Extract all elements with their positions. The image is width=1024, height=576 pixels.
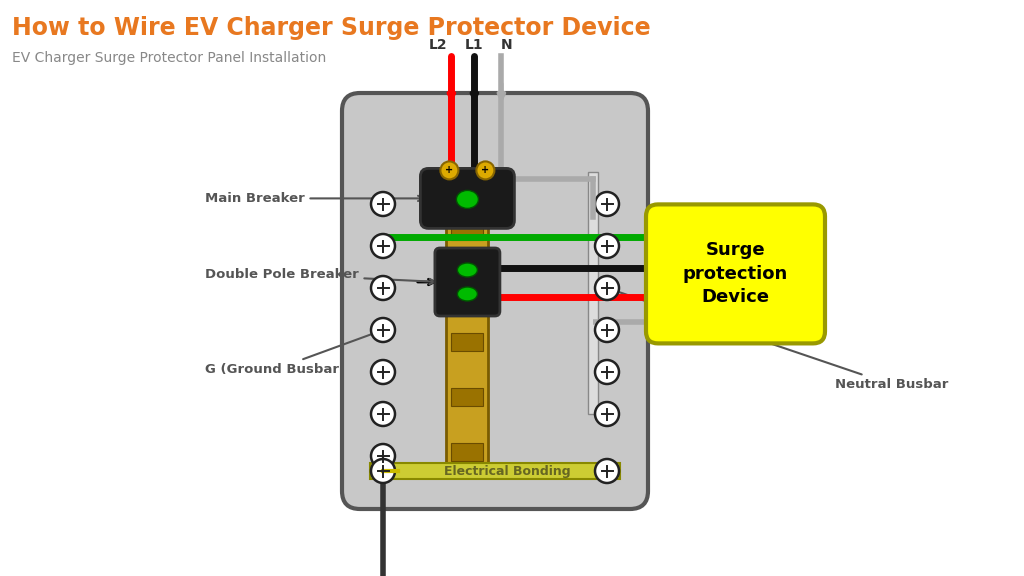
- Bar: [452, 332, 483, 351]
- Ellipse shape: [458, 263, 477, 277]
- Bar: [452, 222, 483, 240]
- Text: Double Pole Breaker: Double Pole Breaker: [205, 268, 435, 284]
- Text: Surge
protection
Device: Surge protection Device: [683, 241, 788, 306]
- Text: Main Breaker: Main Breaker: [205, 192, 423, 205]
- Circle shape: [595, 192, 618, 216]
- Circle shape: [371, 444, 395, 468]
- Bar: [452, 277, 483, 295]
- Circle shape: [371, 459, 395, 483]
- Circle shape: [595, 360, 618, 384]
- Bar: [588, 172, 598, 414]
- Text: Electrical Bonding: Electrical Bonding: [443, 464, 570, 478]
- Text: +: +: [445, 165, 454, 176]
- Circle shape: [595, 459, 618, 483]
- Circle shape: [595, 402, 618, 426]
- Circle shape: [371, 276, 395, 300]
- FancyBboxPatch shape: [421, 168, 514, 229]
- Ellipse shape: [457, 191, 478, 209]
- FancyBboxPatch shape: [646, 204, 825, 343]
- Circle shape: [371, 318, 395, 342]
- FancyBboxPatch shape: [435, 248, 500, 316]
- Text: Neutral Busbar: Neutral Busbar: [611, 289, 948, 391]
- Text: How to Wire EV Charger Surge Protector Device: How to Wire EV Charger Surge Protector D…: [12, 16, 650, 40]
- FancyBboxPatch shape: [342, 93, 648, 509]
- Circle shape: [371, 192, 395, 216]
- Circle shape: [595, 276, 618, 300]
- Text: G (Ground Busbar): G (Ground Busbar): [205, 331, 378, 376]
- Bar: [446, 199, 488, 473]
- Bar: [452, 388, 483, 406]
- Bar: [452, 443, 483, 461]
- Text: L1: L1: [465, 38, 483, 52]
- Ellipse shape: [458, 287, 477, 301]
- Circle shape: [595, 234, 618, 258]
- Circle shape: [440, 161, 459, 179]
- Circle shape: [595, 318, 618, 342]
- Circle shape: [476, 161, 495, 179]
- Circle shape: [371, 234, 395, 258]
- Text: EV Charger Surge Protector Panel Installation: EV Charger Surge Protector Panel Install…: [12, 51, 327, 65]
- Text: N: N: [501, 38, 512, 52]
- Bar: [370, 463, 620, 479]
- Circle shape: [371, 402, 395, 426]
- Text: L2: L2: [429, 38, 447, 52]
- Text: +: +: [481, 165, 489, 176]
- Circle shape: [371, 360, 395, 384]
